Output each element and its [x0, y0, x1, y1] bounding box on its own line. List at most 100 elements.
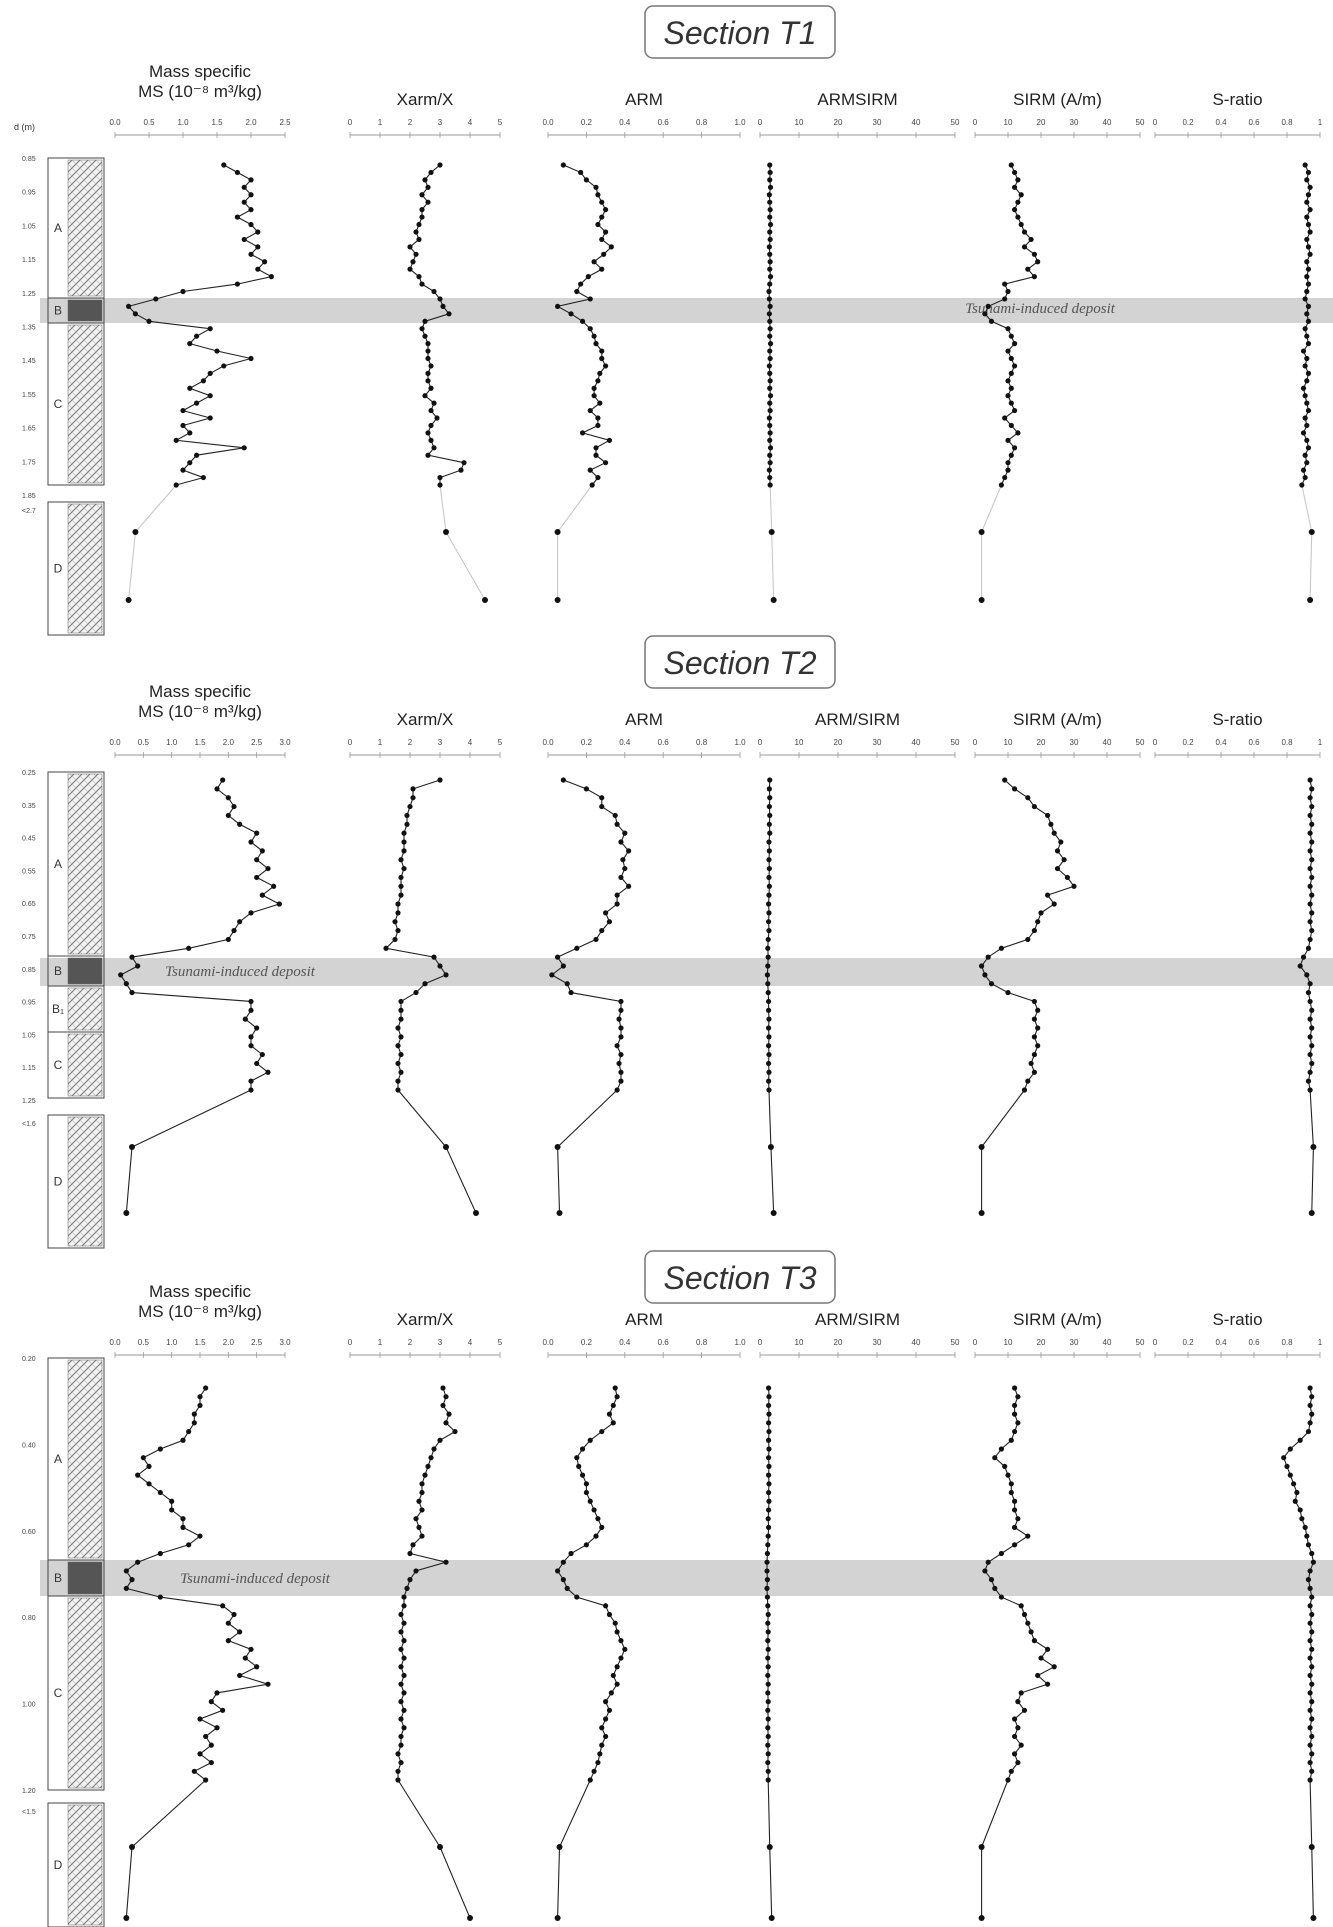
tsunami-band: [40, 1560, 1333, 1596]
data-point: [254, 857, 260, 863]
data-point: [766, 1087, 772, 1093]
data-point: [1310, 1915, 1317, 1921]
data-point: [1307, 1016, 1313, 1022]
data-point: [764, 1568, 770, 1574]
x-tick-label: 0.6: [1248, 118, 1260, 127]
data-point: [407, 266, 413, 272]
x-tick-label: 1: [1318, 1338, 1323, 1347]
data-point: [398, 883, 404, 889]
panel-title: ARM: [625, 710, 663, 729]
data-point: [1305, 244, 1312, 250]
data-point: [599, 1742, 605, 1748]
data-point: [767, 452, 773, 458]
data-point: [1307, 1603, 1313, 1609]
data-point: [425, 341, 431, 347]
data-point: [593, 936, 599, 943]
panel-title: SIRM (A/m): [1013, 710, 1102, 729]
data-point: [765, 1060, 772, 1067]
data-point: [765, 1402, 772, 1409]
data-point: [1005, 437, 1011, 443]
data-point: [1309, 1629, 1315, 1635]
data-point: [1035, 1043, 1041, 1049]
data-point: [606, 1611, 613, 1618]
data-point: [259, 848, 265, 854]
data-point: [568, 1550, 574, 1557]
data-point: [271, 883, 277, 889]
x-tick-label: 0: [348, 738, 353, 747]
data-point: [419, 1507, 425, 1513]
x-tick-label: 5: [498, 118, 503, 127]
depth-tick: 1.05: [22, 1032, 36, 1039]
data-point: [614, 901, 620, 907]
x-tick-label: 1.0: [734, 118, 746, 127]
data-point: [407, 1577, 413, 1583]
data-point: [1309, 1025, 1315, 1031]
data-point: [401, 1672, 407, 1679]
data-point: [401, 1690, 407, 1696]
x-tick-label: 40: [912, 738, 921, 747]
data-point: [169, 1507, 175, 1513]
data-point: [1302, 296, 1308, 302]
data-point: [998, 1550, 1005, 1557]
data-point: [255, 266, 261, 272]
series-line: [119, 779, 281, 1090]
data-point: [404, 821, 410, 827]
data-point: [428, 437, 434, 443]
data-point: [587, 1498, 593, 1504]
data-point: [593, 1533, 599, 1539]
panel: Xarm/X 0 1 2 3 4 5: [348, 90, 503, 603]
data-point: [1304, 214, 1310, 220]
data-point: [428, 385, 434, 391]
data-point: [1018, 221, 1024, 228]
data-point: [398, 1016, 404, 1022]
panel: ARM 0.0 0.2 0.4 0.6 0.8 1.0: [542, 710, 746, 1216]
data-point: [401, 830, 407, 836]
data-point: [431, 445, 437, 451]
data-point: [129, 954, 135, 960]
data-point: [603, 1699, 609, 1705]
data-point: [1302, 452, 1308, 458]
x-tick-label: 0.6: [658, 118, 670, 127]
data-point: [242, 1016, 248, 1022]
data-point: [422, 177, 428, 183]
data-point: [200, 378, 206, 384]
data-point: [766, 1016, 772, 1022]
x-tick-label: 50: [951, 118, 960, 127]
data-point: [207, 393, 213, 399]
data-point: [1297, 1507, 1303, 1513]
x-tick-label: 0.2: [1182, 1338, 1194, 1347]
lithology-label: D: [54, 1858, 63, 1872]
data-point: [765, 1629, 771, 1635]
data-point: [398, 857, 404, 863]
data-point: [398, 1742, 404, 1748]
data-point: [1287, 1472, 1293, 1478]
data-point: [259, 1051, 265, 1058]
series-line: [980, 779, 1075, 1091]
data-point: [1304, 288, 1310, 295]
data-point: [1005, 1472, 1011, 1478]
data-point: [766, 1394, 772, 1400]
x-tick-label: 50: [951, 738, 960, 747]
data-point: [988, 981, 995, 987]
data-point: [978, 597, 985, 603]
data-point: [419, 1533, 425, 1539]
x-tick-label: 0: [758, 738, 763, 747]
x-tick-label: 4: [468, 118, 473, 127]
data-point: [1292, 1498, 1298, 1504]
data-point: [203, 1733, 209, 1740]
data-point: [1045, 1681, 1051, 1687]
data-point: [398, 998, 404, 1005]
data-point: [1031, 1016, 1037, 1022]
data-point: [1008, 370, 1014, 376]
data-point: [765, 1007, 772, 1013]
data-point: [1309, 1646, 1315, 1652]
series-line: [397, 1387, 456, 1780]
data-point: [1310, 1559, 1316, 1565]
data-point: [437, 162, 443, 168]
data-point: [237, 1629, 243, 1635]
depth-tick: 1.15: [22, 257, 36, 264]
data-point: [1035, 1007, 1041, 1013]
data-point: [766, 848, 772, 854]
data-point: [1035, 1025, 1041, 1031]
data-point: [992, 1585, 998, 1591]
